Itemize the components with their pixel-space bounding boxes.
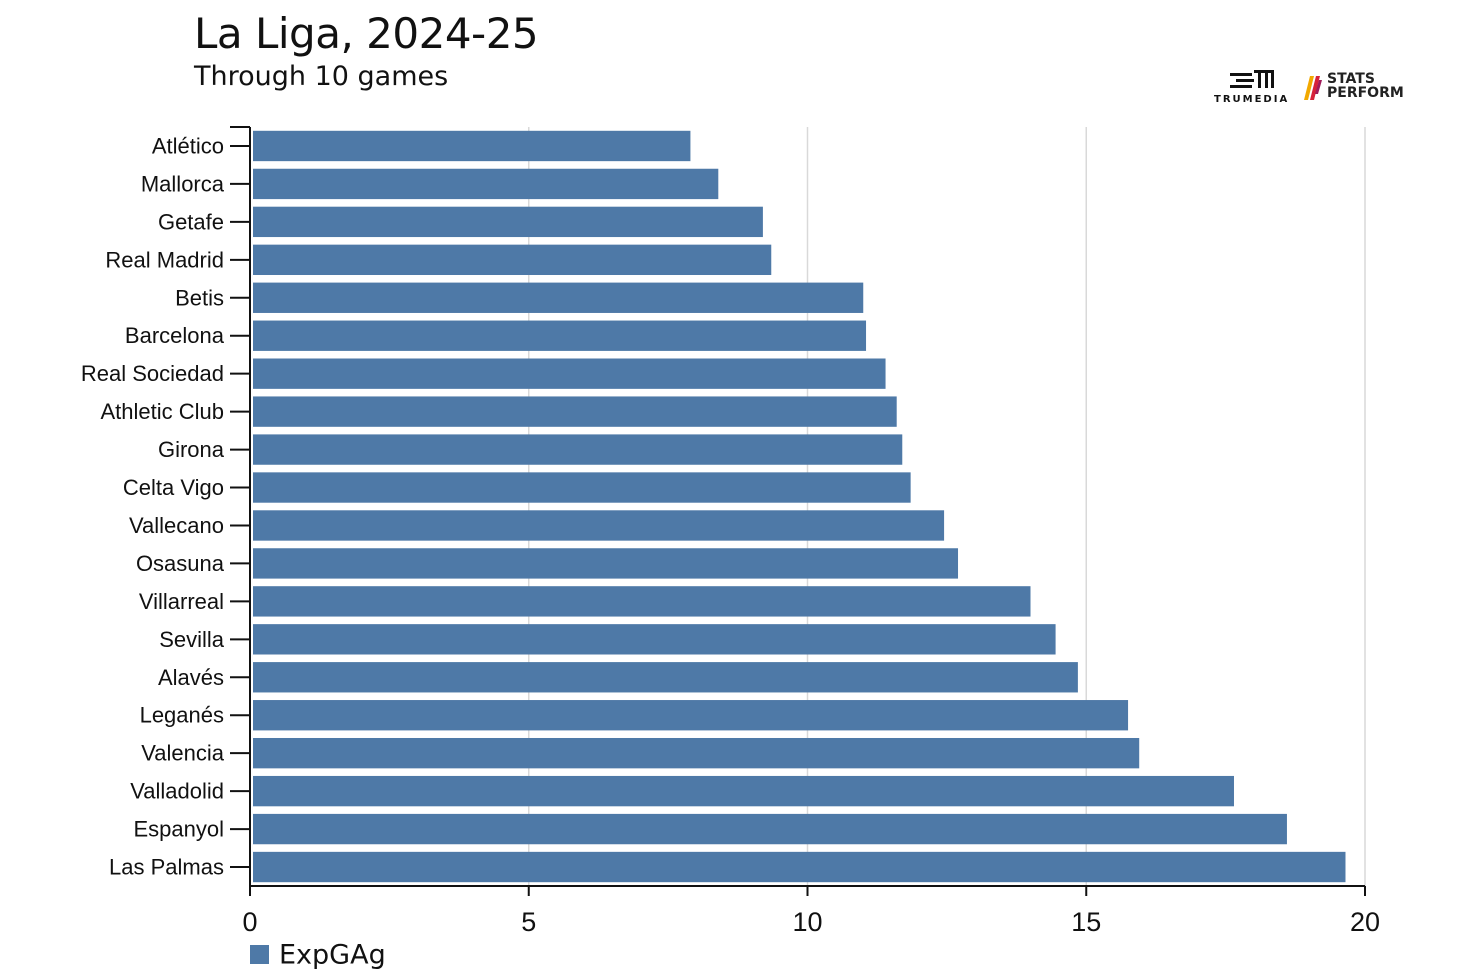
y-tick-label: Osasuna: [136, 551, 225, 576]
x-axis: 0 5 10 15 20: [242, 885, 1380, 937]
y-tick-label: Alavés: [158, 665, 224, 690]
y-tick-label: Mallorca: [141, 171, 225, 196]
x-tick-label: 5: [521, 907, 536, 937]
y-tick-label: Betis: [175, 285, 224, 310]
bar: [253, 737, 1140, 769]
x-tick-label: 20: [1350, 907, 1380, 937]
bar: [253, 700, 1129, 731]
bar: [253, 244, 772, 276]
y-tick-label: Atlético: [152, 133, 224, 158]
y-axis: Atlético Mallorca Getafe Real Madrid Betis Ba…: [81, 126, 251, 894]
bar: [253, 662, 1078, 693]
x-tick-label: 15: [1071, 907, 1101, 937]
logo-area: TRUMEDIA STATS PERFORM: [1210, 66, 1410, 110]
bar: [253, 130, 691, 162]
bar: [253, 206, 763, 238]
y-tick-label: Real Madrid: [105, 247, 224, 272]
y-tick-label: Celta Vigo: [123, 475, 224, 500]
stats-perform-line-2: PERFORM: [1327, 85, 1404, 101]
y-tick-label: Vallecano: [129, 513, 224, 538]
chart-title: La Liga, 2024-25: [194, 9, 539, 58]
bar: [253, 472, 911, 503]
legend: ExpGAg: [250, 940, 386, 971]
y-tick-label: Getafe: [158, 209, 224, 234]
stats-perform-slashes-icon: [1304, 76, 1322, 100]
bar: [253, 168, 719, 200]
y-tick-label: Villarreal: [139, 589, 224, 614]
bar: [253, 282, 864, 313]
bar: [253, 813, 1287, 845]
bar: [253, 396, 897, 427]
y-tick-label: Sevilla: [159, 627, 225, 652]
bar: [253, 510, 945, 541]
x-tick-label: 0: [242, 907, 257, 937]
trumedia-logo: TRUMEDIA: [1210, 66, 1294, 110]
stats-perform-line-1: STATS: [1327, 71, 1375, 87]
chart-subtitle: Through 10 games: [194, 61, 449, 92]
bars: [253, 130, 1346, 883]
stats-perform-wordmark: STATS PERFORM: [1327, 72, 1404, 100]
bar: [253, 434, 903, 465]
legend-label: ExpGAg: [279, 940, 386, 971]
bar: [253, 548, 959, 579]
y-tick-label: Las Palmas: [109, 855, 224, 880]
bar: [253, 624, 1056, 655]
gridlines: [528, 127, 1366, 886]
bar: [253, 586, 1031, 617]
y-tick-label: Valencia: [141, 741, 225, 766]
trumedia-wordmark: TRUMEDIA: [1214, 94, 1290, 105]
bar: [253, 851, 1346, 883]
stats-perform-logo: STATS PERFORM: [1302, 70, 1412, 106]
bar: [253, 775, 1234, 807]
trumedia-mark-icon: [1230, 70, 1274, 88]
bar: [253, 358, 886, 389]
x-tick-label: 10: [792, 907, 822, 937]
bar: [253, 320, 867, 351]
y-tick-label: Athletic Club: [100, 399, 224, 424]
y-tick-label: Valladolid: [130, 779, 224, 804]
y-tick-label: Real Sociedad: [81, 361, 224, 386]
y-tick-label: Espanyol: [133, 817, 224, 842]
y-tick-label: Leganés: [140, 703, 224, 728]
y-tick-label: Barcelona: [125, 323, 225, 348]
y-tick-label: Girona: [158, 437, 225, 462]
legend-swatch: [250, 945, 269, 964]
